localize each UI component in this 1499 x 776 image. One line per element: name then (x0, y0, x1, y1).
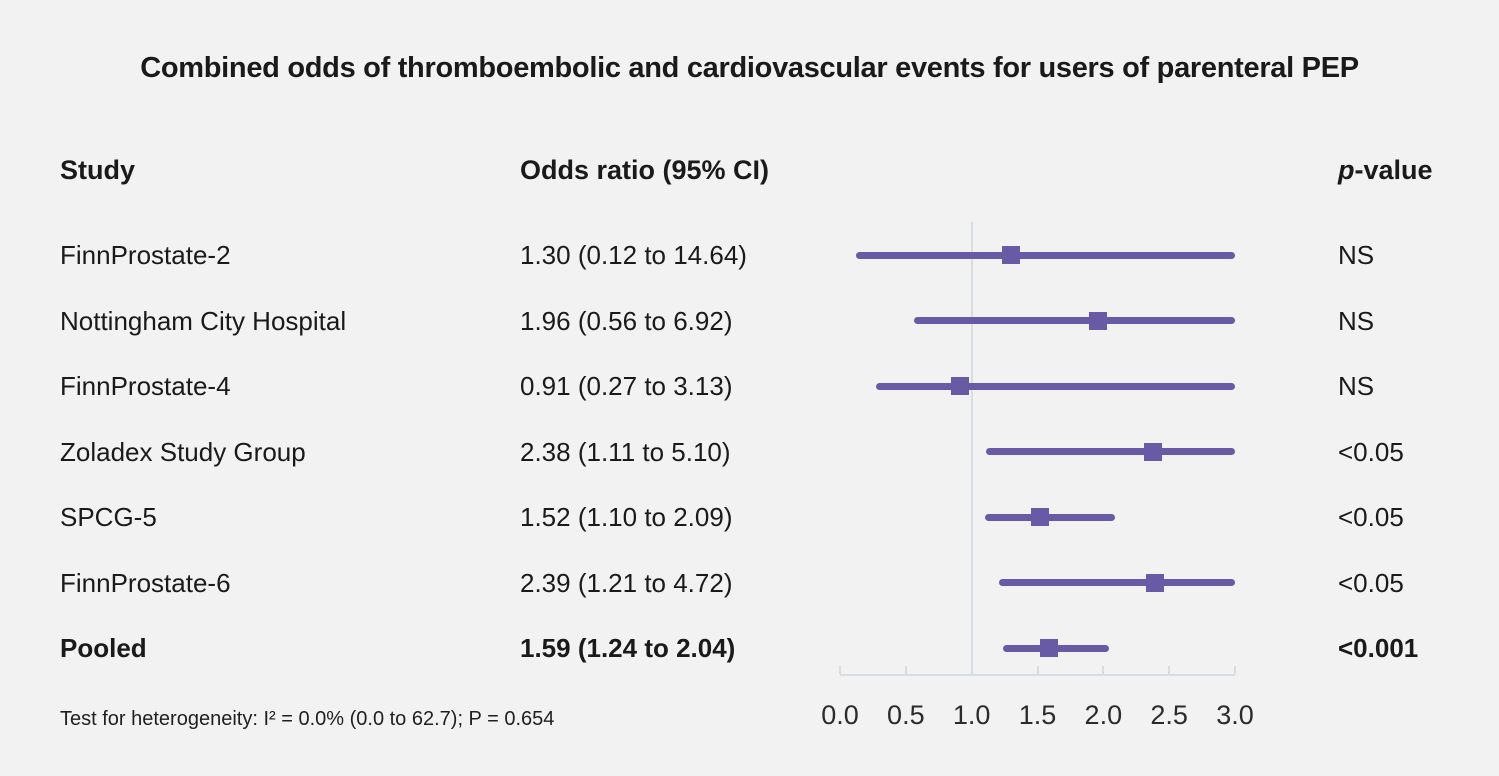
x-axis-tick (1102, 666, 1105, 674)
column-header-p-value: p-value (1338, 152, 1433, 188)
table-row: FinnProstate-4 0.91 (0.27 to 3.13) NS (0, 368, 1499, 404)
odds-ratio-value: 1.30 (0.12 to 14.64) (520, 240, 747, 270)
study-name: SPCG-5 (60, 502, 157, 532)
p-value: NS (1338, 371, 1375, 401)
odds-ratio-value: 1.59 (1.24 to 2.04) (520, 633, 736, 663)
x-axis-tick-label: 0.0 (821, 700, 859, 730)
x-axis-tick-label: 0.5 (887, 700, 925, 730)
table-row: SPCG-5 1.52 (1.10 to 2.09) <0.05 (0, 499, 1499, 535)
x-axis-tick-label: 2.0 (1084, 700, 1123, 730)
point-estimate-marker (950, 377, 969, 395)
chart-title: Combined odds of thromboembolic and card… (140, 52, 1359, 84)
point-estimate-marker (1144, 442, 1163, 461)
odds-ratio-value: 1.96 (0.56 to 6.92) (520, 305, 733, 336)
p-value: <0.001 (1338, 633, 1419, 663)
p-value: NS (1338, 240, 1375, 270)
p-value-header-p: p (1338, 155, 1355, 185)
p-value: <0.05 (1338, 436, 1404, 467)
study-name: FinnProstate-4 (60, 371, 231, 401)
point-estimate-marker (1002, 246, 1021, 264)
point-estimate-marker (1089, 311, 1108, 330)
column-header-odds-ratio: Odds ratio (95% CI) (520, 155, 770, 185)
confidence-interval-line (875, 382, 1235, 390)
study-name: Nottingham City Hospital (60, 305, 347, 336)
point-estimate-marker (1145, 573, 1164, 592)
table-row-pooled: Pooled 1.59 (1.24 to 2.04) <0.001 (0, 630, 1499, 666)
confidence-interval-line (986, 448, 1235, 455)
point-estimate-marker (1040, 639, 1059, 657)
study-name: FinnProstate-6 (60, 567, 231, 598)
x-axis-tick-label: 1.5 (1018, 700, 1057, 730)
p-value-header-rest: -value (1354, 155, 1433, 185)
x-axis-tick (839, 666, 841, 674)
x-axis-tick-label: 3.0 (1216, 700, 1254, 730)
odds-ratio-value: 0.91 (0.27 to 3.13) (520, 371, 733, 401)
p-value: <0.05 (1338, 502, 1404, 532)
point-estimate-marker (1031, 508, 1050, 526)
study-name: FinnProstate-2 (60, 240, 231, 270)
confidence-interval-line (999, 579, 1235, 586)
heterogeneity-note: Test for heterogeneity: I² = 0.0% (0.0 t… (60, 708, 555, 730)
p-value: NS (1338, 305, 1375, 336)
table-row: Nottingham City Hospital 1.96 (0.56 to 6… (0, 303, 1499, 339)
x-axis-line (840, 674, 1235, 676)
odds-ratio-value: 2.38 (1.11 to 5.10) (520, 436, 731, 467)
odds-ratio-value: 2.39 (1.21 to 4.72) (520, 567, 733, 598)
table-row: FinnProstate-2 1.30 (0.12 to 14.64) NS (0, 237, 1499, 273)
x-axis-tick (1168, 666, 1171, 674)
column-header-row: Study Odds ratio (95% CI) p-value (0, 152, 1499, 188)
confidence-interval-line (984, 513, 1116, 521)
column-header-study: Study (60, 155, 136, 185)
x-axis-tick (1234, 666, 1236, 674)
x-axis-tick (970, 666, 973, 674)
confidence-interval-line (913, 317, 1235, 324)
reference-line-or-1 (970, 222, 973, 676)
x-axis-tick (904, 666, 907, 674)
p-value: <0.05 (1338, 567, 1404, 598)
table-row: Zoladex Study Group 2.38 (1.11 to 5.10) … (0, 434, 1499, 470)
study-name: Zoladex Study Group (60, 436, 306, 467)
x-axis-tick-label: 1.0 (952, 700, 991, 730)
confidence-interval-line (855, 251, 1235, 259)
x-axis-tick-label: 2.5 (1150, 700, 1188, 730)
study-name: Pooled (60, 633, 147, 663)
table-row: FinnProstate-6 2.39 (1.21 to 4.72) <0.05 (0, 565, 1499, 601)
odds-ratio-value: 1.52 (1.10 to 2.09) (520, 502, 733, 532)
x-axis-tick (1036, 666, 1039, 674)
